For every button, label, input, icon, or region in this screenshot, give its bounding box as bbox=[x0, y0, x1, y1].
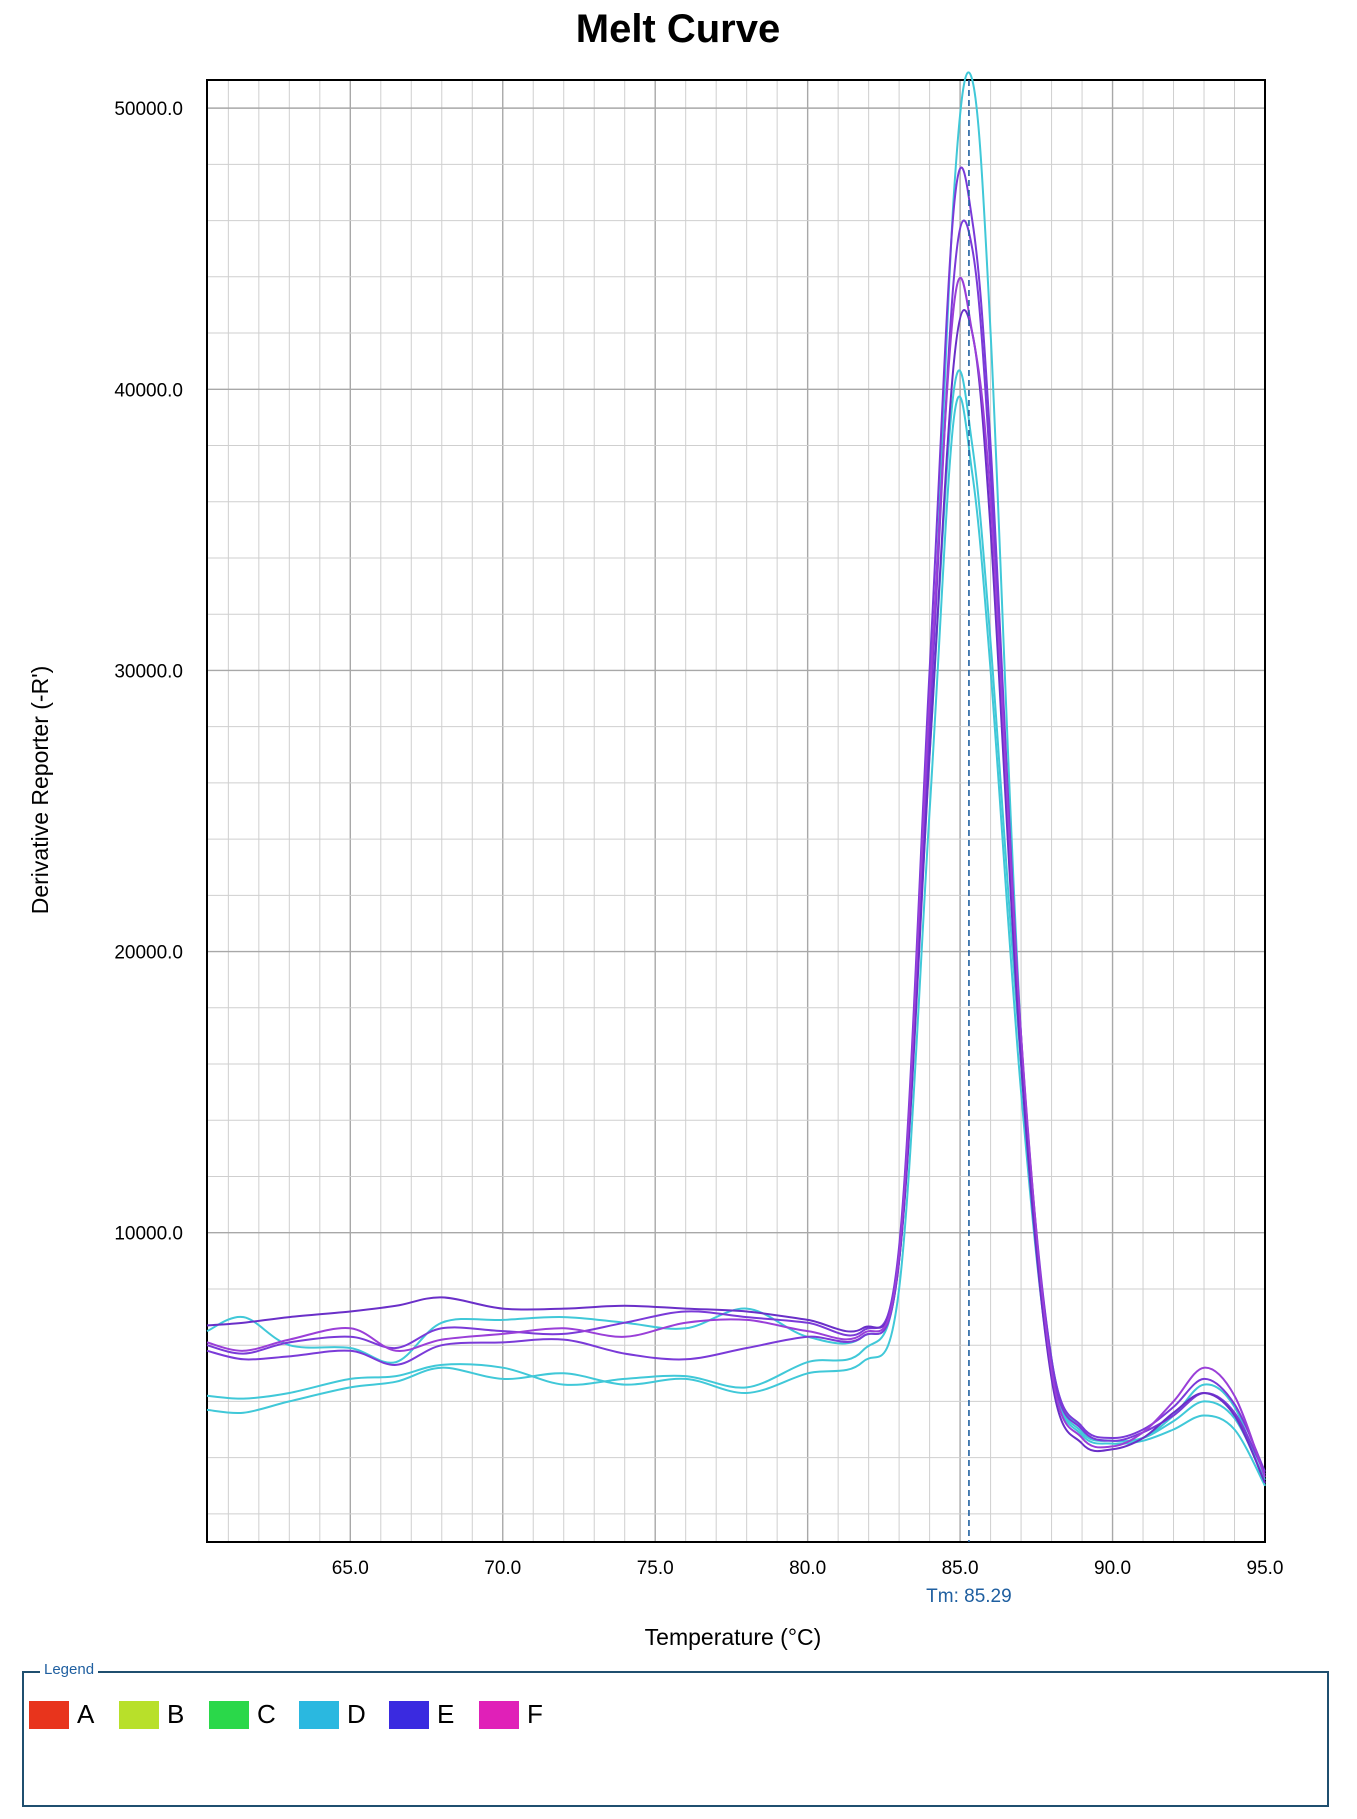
legend-item-a[interactable]: A bbox=[29, 1699, 119, 1730]
series-line-5 bbox=[206, 219, 1266, 1475]
plot-area-frame bbox=[206, 79, 1266, 1543]
x-tick-label: 75.0 bbox=[637, 1558, 674, 1579]
legend-label: D bbox=[347, 1699, 366, 1729]
legend-swatch bbox=[29, 1700, 69, 1729]
legend-title: Legend bbox=[40, 1661, 99, 1678]
grid bbox=[207, 80, 1266, 1542]
y-tick-label: 30000.0 bbox=[114, 661, 183, 682]
legend-label: F bbox=[527, 1699, 543, 1729]
series-lines bbox=[206, 71, 1266, 1487]
legend-swatch bbox=[479, 1700, 519, 1729]
legend-label: C bbox=[257, 1699, 276, 1729]
chart-title: Melt Curve bbox=[576, 7, 781, 51]
legend-swatch bbox=[119, 1700, 159, 1729]
y-tick-label: 40000.0 bbox=[114, 380, 183, 401]
x-tick-label: 95.0 bbox=[1247, 1558, 1284, 1579]
y-tick-label: 10000.0 bbox=[114, 1224, 183, 1245]
x-tick-label: 90.0 bbox=[1094, 1558, 1131, 1579]
series-line-3 bbox=[206, 369, 1266, 1481]
series-line-6 bbox=[206, 309, 1266, 1484]
legend-label: B bbox=[167, 1699, 185, 1729]
series-line-1 bbox=[206, 71, 1266, 1487]
x-tick-label: 65.0 bbox=[332, 1558, 369, 1579]
legend-item-d[interactable]: D bbox=[299, 1699, 389, 1730]
legend-swatch bbox=[209, 1700, 249, 1729]
y-tick-labels: 10000.0 20000.0 30000.0 40000.0 50000.0 bbox=[114, 99, 183, 1245]
legend-item-f[interactable]: F bbox=[479, 1699, 569, 1730]
x-axis-label: Temperature (°C) bbox=[645, 1624, 822, 1650]
series-line-7 bbox=[206, 276, 1266, 1478]
legend-label: E bbox=[437, 1699, 455, 1729]
legend-item-b[interactable]: B bbox=[119, 1699, 209, 1730]
legend-swatch bbox=[389, 1700, 429, 1729]
legend-swatch bbox=[299, 1700, 339, 1729]
tm-marker: Tm: 85.29 bbox=[926, 80, 1012, 1607]
legend-item-e[interactable]: E bbox=[389, 1699, 479, 1730]
legend: Legend A B C D E F bbox=[22, 1661, 1329, 1807]
x-tick-label: 70.0 bbox=[484, 1558, 521, 1579]
x-tick-label: 80.0 bbox=[789, 1558, 826, 1579]
y-tick-label: 50000.0 bbox=[114, 99, 183, 120]
series-line-2 bbox=[206, 395, 1266, 1487]
legend-items: A B C D E F bbox=[29, 1699, 569, 1730]
x-tick-label: 85.0 bbox=[942, 1558, 979, 1579]
legend-item-c[interactable]: C bbox=[209, 1699, 299, 1730]
tm-marker-label: Tm: 85.29 bbox=[926, 1586, 1012, 1607]
legend-label: A bbox=[77, 1699, 95, 1729]
x-tick-labels: 65.0 70.0 75.0 80.0 85.0 90.0 95.0 bbox=[332, 1558, 1284, 1579]
series-line-4 bbox=[206, 166, 1266, 1473]
y-tick-label: 20000.0 bbox=[114, 943, 183, 964]
y-axis-label: Derivative Reporter (-R') bbox=[27, 666, 53, 915]
